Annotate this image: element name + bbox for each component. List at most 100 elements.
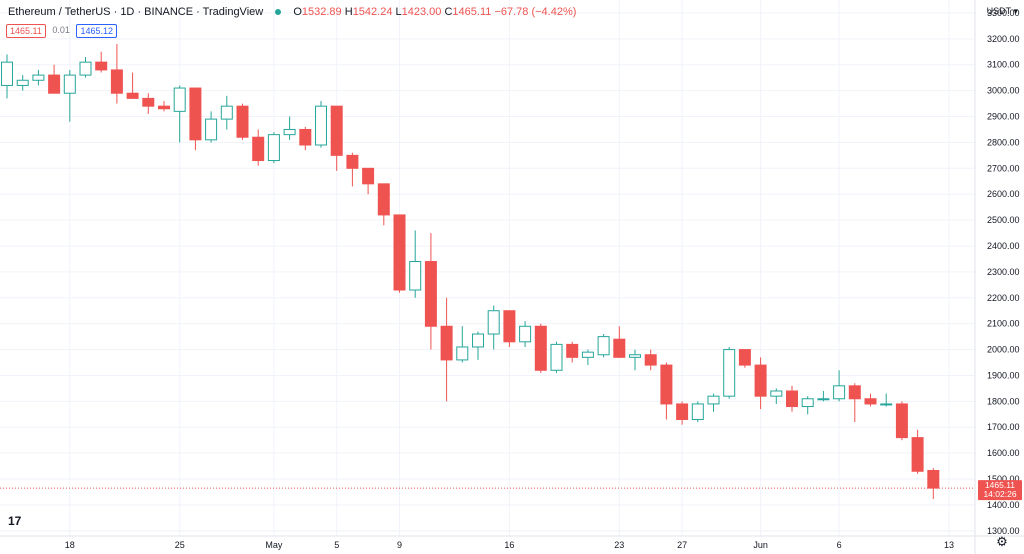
candle-body — [126, 92, 139, 99]
candle-body — [409, 261, 422, 291]
candle-body — [786, 390, 798, 408]
last-price-label: 1465.11 — [985, 480, 1015, 490]
candle-body — [534, 325, 547, 371]
bar-countdown-label: 14:02:26 — [983, 489, 1016, 499]
candle-body — [864, 398, 877, 405]
x-tick-label: 27 — [677, 540, 687, 550]
candle-body — [770, 390, 783, 397]
candle-body — [1, 61, 13, 86]
candle-body — [911, 437, 924, 472]
x-tick-label: 5 — [334, 540, 339, 550]
candle-body — [644, 354, 657, 366]
open-value: 1532.89 — [301, 6, 342, 18]
x-tick-label: Jun — [753, 540, 768, 550]
candle-body — [503, 310, 516, 343]
close-label: C — [444, 6, 453, 18]
candle-body — [283, 128, 296, 136]
candle-body — [581, 351, 594, 358]
chevron-down-icon: ▾ — [1010, 6, 1018, 16]
candle-body — [95, 61, 108, 71]
y-tick-label: 1300.00 — [987, 526, 1020, 536]
candle-body — [158, 105, 170, 110]
y-tick-label: 3200.00 — [987, 34, 1020, 44]
candle-body — [346, 154, 359, 169]
candle-body — [723, 349, 736, 397]
y-tick-label: 2400.00 — [987, 241, 1020, 251]
y-tick-label: 1600.00 — [987, 448, 1020, 458]
interval[interactable]: 1D — [120, 6, 135, 18]
y-tick-label: 2200.00 — [987, 293, 1020, 303]
candle-body — [927, 469, 940, 489]
candle-body — [440, 325, 453, 361]
candle-body — [676, 403, 689, 420]
candle-body — [566, 343, 579, 358]
y-tick-label: 2600.00 — [987, 189, 1020, 199]
sell-price-button[interactable]: 1465.11 — [6, 24, 46, 38]
candle-body — [754, 364, 767, 397]
candle-body — [16, 79, 29, 86]
candle-body — [330, 105, 343, 156]
currency-selector[interactable]: USDT ▾ — [987, 6, 1018, 17]
y-tick-label: 3000.00 — [987, 86, 1020, 96]
market-status-dot — [275, 9, 282, 16]
y-tick-label: 1500.00 — [987, 474, 1020, 484]
candle-body — [519, 325, 532, 343]
y-tick-label: 1700.00 — [987, 422, 1020, 432]
y-tick-label: 2800.00 — [987, 137, 1020, 147]
y-tick-label: 2700.00 — [987, 163, 1020, 173]
candle-body — [801, 398, 814, 408]
y-tick-label: 1900.00 — [987, 370, 1020, 380]
candle-body — [629, 354, 641, 358]
x-tick-label: 13 — [944, 540, 954, 550]
candle-body — [63, 74, 76, 94]
low-label: L — [395, 6, 402, 18]
candle-body — [267, 134, 280, 162]
candle-body — [487, 310, 500, 335]
close-value: 1465.11 — [452, 6, 492, 18]
open-label: O — [293, 6, 302, 18]
y-tick-label: 3100.00 — [987, 60, 1020, 70]
high-label: H — [344, 6, 353, 18]
y-tick-label: 1800.00 — [987, 396, 1020, 406]
candle-body — [738, 349, 751, 366]
x-tick-label: 25 — [175, 540, 185, 550]
candle-body — [550, 343, 563, 371]
gear-icon[interactable]: ⚙ — [996, 534, 1008, 549]
ohlc-values: O1532.89 H1542.24 L1423.00 C1465.11 −67.… — [293, 6, 576, 18]
candle-body — [362, 167, 375, 185]
x-tick-label: 6 — [837, 540, 842, 550]
currency-label: USDT — [986, 6, 1011, 16]
candle-body — [189, 87, 202, 141]
candle-body — [817, 398, 830, 401]
y-tick-label: 2500.00 — [987, 215, 1020, 225]
candle-body — [691, 403, 704, 420]
chart-legend: Ethereum / TetherUS · 1D · BINANCE · Tra… — [8, 6, 576, 18]
buy-price-button[interactable]: 1465.12 — [76, 24, 117, 38]
y-tick-label: 2100.00 — [987, 319, 1020, 329]
candle-body — [315, 105, 327, 146]
y-tick-label: 1400.00 — [987, 500, 1020, 510]
candle-body — [833, 385, 846, 400]
candle-body — [848, 385, 861, 400]
candle-body — [660, 364, 673, 405]
candle-body — [707, 395, 720, 405]
candle-body — [377, 183, 390, 216]
exchange: BINANCE — [144, 6, 194, 18]
data-source: TradingView — [202, 6, 264, 18]
x-tick-label: 16 — [504, 540, 514, 550]
y-tick-label: 2900.00 — [987, 112, 1020, 122]
candle-body — [48, 74, 61, 94]
candle-body — [142, 97, 155, 107]
candle-body — [424, 261, 437, 327]
x-tick-label: May — [265, 540, 283, 550]
candle-body — [880, 403, 893, 406]
candle-body — [393, 214, 406, 291]
symbol-sep: · — [196, 6, 203, 18]
symbol-name[interactable]: Ethereum / TetherUS — [8, 6, 111, 18]
tradingview-logo-icon[interactable]: 17 — [8, 514, 22, 528]
y-tick-label: 2000.00 — [987, 345, 1020, 355]
candle-body — [299, 128, 312, 146]
candle-body — [173, 87, 186, 112]
candle-body — [472, 333, 484, 348]
